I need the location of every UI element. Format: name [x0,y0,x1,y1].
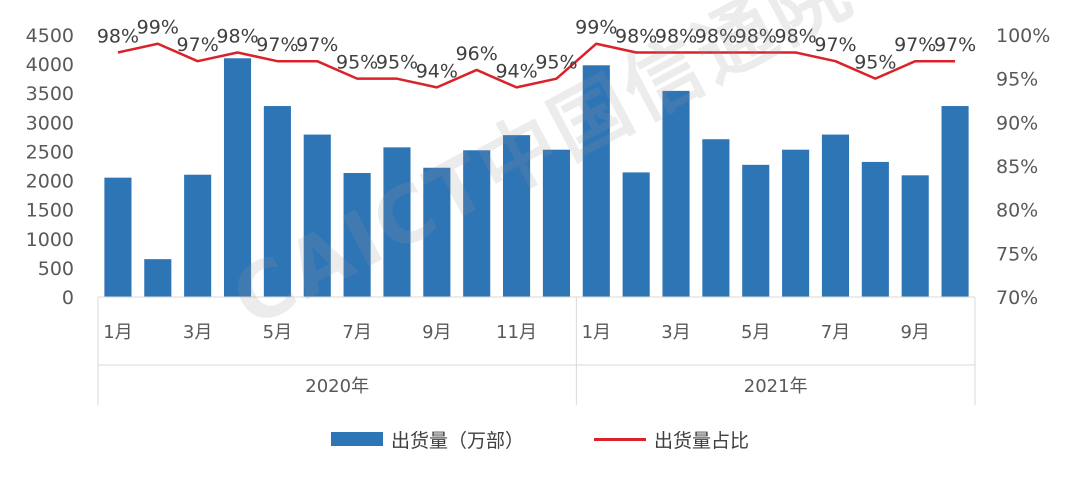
x-group-label: 2021年 [744,376,808,397]
y-left-tick-label: 3000 [26,112,74,134]
x-tick-label: 7月 [821,322,850,343]
y-left-tick-label: 2000 [26,171,74,193]
x-tick-label: 9月 [900,322,929,343]
y-left-tick-label: 2500 [26,141,74,163]
bar [782,149,810,297]
share-data-label: 97% [256,34,298,56]
bar [582,65,610,297]
y-right-tick-label: 80% [996,200,1038,222]
bar [463,150,491,297]
y-right-tick-label: 70% [996,287,1038,309]
bar [144,259,172,297]
x-tick-label: 1月 [103,322,132,343]
legend-swatch-bar [330,432,383,446]
y-left-tick-label: 3500 [26,83,74,105]
bar [383,147,411,297]
y-left-tick-label: 0 [62,287,74,309]
share-data-label: 95% [535,52,577,74]
y-left-tick-label: 1500 [26,200,74,222]
y-right-tick-label: 95% [996,69,1038,91]
x-tick-label: 5月 [741,322,770,343]
x-group-label: 2020年 [305,376,369,397]
bar [263,106,291,297]
legend-swatch-line [594,437,646,441]
share-data-label: 94% [416,60,458,82]
legend-label-share: 出货量占比 [654,429,750,452]
legend: 出货量（万部） 出货量占比 [0,424,1080,454]
share-data-label: 95% [336,52,378,74]
bar [423,167,451,297]
share-data-label: 98% [615,25,657,47]
share-data-label: 98% [655,25,697,47]
y-left-tick-label: 4500 [26,25,74,47]
y-left-tick-label: 1000 [26,229,74,251]
y-right-tick-label: 100% [996,25,1050,47]
bar [303,134,331,297]
x-tick-label: 9月 [422,322,451,343]
share-data-label: 95% [376,52,418,74]
share-data-label: 99% [137,17,179,39]
bar [662,90,690,297]
share-data-label: 97% [296,34,338,56]
bar [821,134,850,297]
legend-item-shipments: 出货量（万部） [330,426,524,453]
bar [702,139,730,297]
share-data-label: 95% [854,52,896,74]
share-data-label: 98% [216,25,258,47]
x-tick-label: 3月 [183,322,212,343]
x-tick-label: 1月 [582,322,611,343]
share-data-label: 98% [774,25,816,47]
bar [941,106,969,297]
share-data-label: 97% [177,34,219,56]
bar [622,172,650,297]
share-data-label: 99% [575,17,617,39]
x-tick-label: 7月 [342,322,371,343]
bar [901,175,929,297]
bar [223,58,252,298]
y-right-tick-label: 90% [996,112,1038,134]
bar [861,161,889,297]
y-left-tick-label: 500 [38,258,74,280]
share-line [117,42,956,89]
y-right-tick-label: 75% [996,243,1038,265]
bar [104,177,132,297]
share-data-label: 97% [814,34,856,56]
share-data-label: 96% [456,43,498,65]
y-left-tick-label: 4000 [26,54,74,76]
share-data-label: 98% [695,25,737,47]
bar [184,174,212,297]
legend-item-share: 出货量占比 [594,426,749,453]
bar [542,149,570,297]
y-right-tick-label: 85% [996,156,1038,178]
share-data-label: 97% [934,34,976,56]
share-data-label: 94% [495,60,537,82]
legend-label-shipments: 出货量（万部） [390,429,524,452]
share-data-label: 97% [894,34,936,56]
bar [503,135,531,297]
bar [343,172,371,297]
x-tick-label: 5月 [263,322,292,343]
share-data-label: 98% [735,25,777,47]
bar [742,164,770,297]
x-tick-label: 11月 [496,322,537,343]
share-data-label: 98% [97,25,139,47]
x-tick-label: 3月 [661,322,690,343]
